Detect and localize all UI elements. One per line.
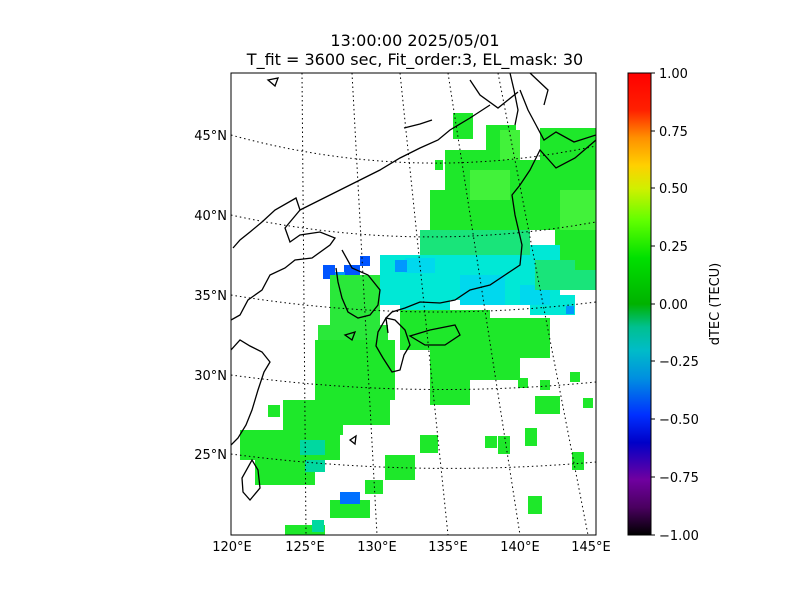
colorbar-ticks xyxy=(651,72,655,536)
lon-label-125: 125°E xyxy=(285,540,325,555)
colorbar-tick-label: −1.00 xyxy=(659,529,699,544)
colorbar-label: dTEC (TECU) xyxy=(708,263,723,346)
lat-label-25: 25°N xyxy=(194,448,227,463)
colorbar-tick-label: 0.25 xyxy=(659,240,688,255)
colorbar-tick-label: 1.00 xyxy=(659,67,688,82)
map-title-params: T_fit = 3600 sec, Fit_order:3, EL_mask: … xyxy=(246,50,584,69)
colorbar xyxy=(627,72,652,536)
dtec-data-layer xyxy=(240,113,596,535)
colorbar-tick-label: 0.50 xyxy=(659,182,688,197)
graticule xyxy=(231,73,596,535)
colorbar-tick-label: 0.75 xyxy=(659,125,688,140)
colorbar-tick-label: 0.00 xyxy=(659,298,688,313)
lat-label-30: 30°N xyxy=(194,369,227,384)
lon-label-140: 140°E xyxy=(500,540,540,555)
colorbar-tick-label: −0.75 xyxy=(659,471,699,486)
lon-label-145: 145°E xyxy=(571,540,611,555)
coastlines xyxy=(231,73,596,502)
colorbar-tick-label: −0.25 xyxy=(659,355,699,370)
map-title-time: 13:00:00 2025/05/01 xyxy=(330,31,500,50)
lat-label-40: 40°N xyxy=(194,209,227,224)
map-frame xyxy=(230,72,597,536)
lon-label-135: 135°E xyxy=(428,540,468,555)
colorbar-tick-label: −0.50 xyxy=(659,413,699,428)
lat-label-35: 35°N xyxy=(194,289,227,304)
lat-label-45: 45°N xyxy=(194,129,227,144)
lon-label-130: 130°E xyxy=(357,540,397,555)
lon-label-120: 120°E xyxy=(212,540,252,555)
